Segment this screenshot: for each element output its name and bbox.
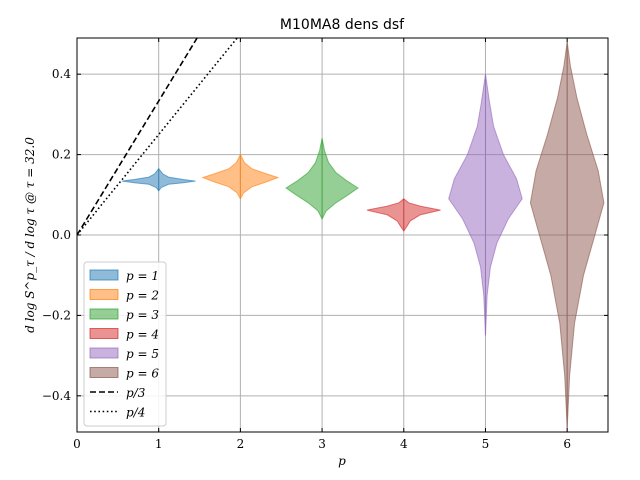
legend: p = 1 p = 2 p = 3 p = 4 p = 5 p = 6 p/3 p/4 [83, 261, 167, 427]
y-tick-label: −0.2 [42, 308, 71, 322]
legend-label: p = 5 [126, 347, 159, 361]
legend-swatch [89, 328, 119, 339]
y-tick-label: 0.0 [52, 228, 71, 242]
y-tick-label: 0.2 [52, 148, 71, 162]
legend-label: p = 2 [126, 289, 159, 303]
x-axis-label: p [338, 454, 346, 468]
legend-swatch [89, 367, 119, 378]
legend-label: p = 6 [126, 367, 159, 381]
legend-box [83, 261, 167, 427]
violins-group [121, 41, 605, 429]
reference-lines [77, 38, 239, 236]
x-tick-label: 0 [73, 437, 81, 451]
y-tick-label: −0.4 [42, 389, 72, 403]
x-tick-label: 5 [482, 437, 490, 451]
y-axis-label: d log S^p_τ / d log τ @ τ = 32.0 [23, 137, 37, 333]
x-axis-ticks: 0 1 2 3 4 5 6 [73, 38, 571, 451]
x-tick-label: 3 [318, 437, 326, 451]
legend-swatch [89, 289, 119, 300]
legend-label: p = 4 [126, 328, 159, 342]
x-tick-label: 6 [563, 437, 571, 451]
x-tick-label: 4 [400, 437, 408, 451]
legend-label: p/4 [126, 406, 145, 420]
reference-line-dotted [77, 38, 239, 236]
legend-swatch [89, 269, 119, 281]
chart-title: M10MA8 dens dsf [280, 17, 405, 33]
legend-label: p/3 [126, 386, 146, 400]
x-tick-label: 1 [155, 437, 163, 451]
legend-label: p = 1 [126, 269, 159, 283]
x-tick-label: 2 [237, 437, 245, 451]
legend-label: p = 3 [126, 308, 159, 322]
reference-line-dashed [77, 38, 199, 236]
legend-swatch [89, 347, 119, 359]
legend-swatch [89, 308, 119, 320]
y-axis-ticks: −0.4 −0.2 0.0 0.2 0.4 [42, 67, 608, 403]
y-tick-label: 0.4 [52, 67, 71, 81]
